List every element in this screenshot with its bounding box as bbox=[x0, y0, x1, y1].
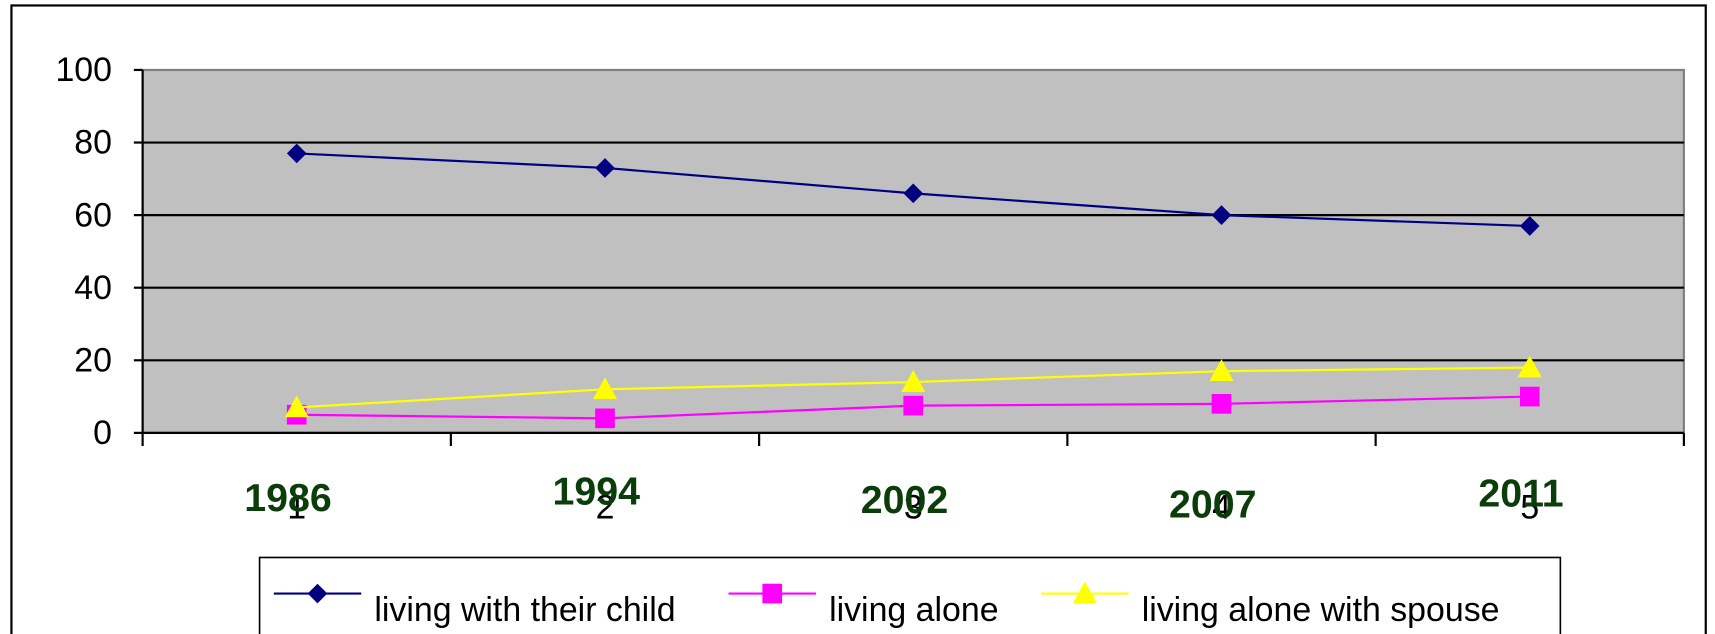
x-tick-label: 5 bbox=[1520, 488, 1539, 526]
x-tick-label: 4 bbox=[1212, 488, 1231, 526]
y-tick-label: 100 bbox=[55, 51, 112, 89]
y-tick-label: 20 bbox=[74, 341, 112, 379]
legend-marker bbox=[307, 583, 328, 604]
x-tick-label: 3 bbox=[904, 488, 923, 526]
data-point bbox=[1519, 386, 1540, 407]
data-point bbox=[1211, 393, 1232, 414]
legend-marker bbox=[1072, 581, 1097, 604]
legend-label: living with their child bbox=[374, 591, 675, 629]
year-label: 2007 bbox=[1169, 483, 1257, 527]
x-tick-label: 1 bbox=[287, 488, 306, 526]
data-point bbox=[284, 395, 309, 418]
data-point bbox=[286, 143, 307, 164]
y-tick-label: 60 bbox=[74, 196, 112, 234]
year-label: 2002 bbox=[861, 478, 949, 522]
y-tick-label: 40 bbox=[74, 269, 112, 307]
data-point bbox=[1517, 355, 1542, 378]
legend-marker bbox=[762, 583, 783, 604]
legend-label: living alone with spouse bbox=[1142, 591, 1500, 629]
legend-label: living alone bbox=[829, 591, 999, 629]
data-point bbox=[1209, 359, 1234, 382]
year-label: 1994 bbox=[552, 469, 640, 513]
data-point bbox=[901, 370, 926, 392]
y-tick-label: 80 bbox=[74, 124, 112, 162]
data-point bbox=[595, 408, 615, 429]
legend-box bbox=[258, 556, 1562, 634]
data-point bbox=[592, 377, 618, 400]
x-tick-label: 2 bbox=[596, 488, 615, 526]
year-label: 1986 bbox=[244, 476, 332, 520]
data-point bbox=[1519, 216, 1540, 236]
year-label: 2011 bbox=[1478, 472, 1563, 516]
data-point bbox=[903, 395, 924, 416]
y-tick-label: 0 bbox=[93, 414, 112, 452]
